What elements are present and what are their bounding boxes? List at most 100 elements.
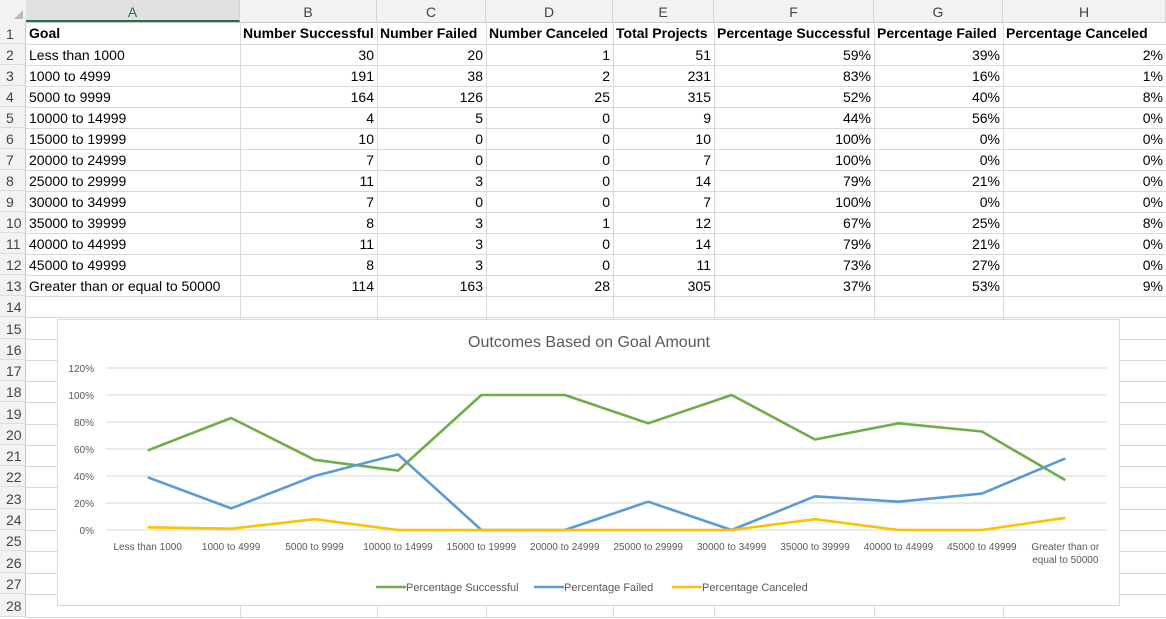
cell[interactable]: 27%: [971, 257, 1000, 273]
cell[interactable]: Number Successful: [243, 25, 374, 41]
row-header[interactable]: 17: [0, 360, 26, 381]
cell[interactable]: 114: [351, 278, 374, 294]
row-header[interactable]: 8: [0, 170, 26, 191]
cell[interactable]: 79%: [842, 173, 871, 189]
column-header-e[interactable]: E: [613, 0, 714, 22]
cell[interactable]: 0: [602, 110, 610, 126]
row-header[interactable]: 3: [0, 65, 26, 86]
row-header[interactable]: 9: [0, 191, 26, 212]
column-header-d[interactable]: D: [486, 0, 613, 22]
cell[interactable]: 0%: [1142, 236, 1163, 252]
cell[interactable]: 0: [475, 194, 483, 210]
cell[interactable]: 10: [358, 131, 374, 147]
cell[interactable]: 67%: [842, 215, 871, 231]
row-header[interactable]: 15: [0, 317, 26, 339]
cell[interactable]: 8: [366, 215, 374, 231]
cell[interactable]: 44%: [842, 110, 871, 126]
cell[interactable]: Less than 1000: [29, 47, 125, 63]
row-header[interactable]: 4: [0, 86, 26, 107]
cell[interactable]: 14: [695, 173, 711, 189]
cell[interactable]: 28: [594, 278, 610, 294]
cell[interactable]: 1000 to 4999: [29, 68, 111, 84]
cell[interactable]: 11: [359, 173, 374, 189]
cell[interactable]: Greater than or equal to 50000: [29, 278, 221, 294]
cell[interactable]: 59%: [842, 47, 871, 63]
cell[interactable]: 8%: [1142, 215, 1163, 231]
cell[interactable]: 315: [687, 89, 711, 105]
cell[interactable]: 16%: [971, 68, 1000, 84]
cell[interactable]: 30: [358, 47, 374, 63]
cell[interactable]: 25%: [971, 215, 1000, 231]
column-header-g[interactable]: G: [874, 0, 1003, 22]
cell[interactable]: 0: [475, 131, 483, 147]
cell[interactable]: 0%: [1142, 194, 1163, 210]
cell[interactable]: 79%: [842, 236, 871, 252]
cell[interactable]: 52%: [842, 89, 871, 105]
cell[interactable]: 305: [687, 278, 711, 294]
cell[interactable]: 20000 to 24999: [29, 152, 127, 168]
row-header[interactable]: 20: [0, 424, 26, 445]
cell[interactable]: Percentage Failed: [877, 25, 997, 41]
cell[interactable]: 11: [696, 257, 711, 273]
cell[interactable]: 0%: [979, 194, 1000, 210]
legend-label[interactable]: Percentage Failed: [564, 582, 653, 594]
cell[interactable]: 100%: [835, 152, 871, 168]
row-header[interactable]: 7: [0, 149, 26, 170]
cell[interactable]: 37%: [842, 278, 871, 294]
row-header[interactable]: 21: [0, 445, 26, 466]
cell[interactable]: 45000 to 49999: [29, 257, 127, 273]
cell[interactable]: 51: [695, 47, 711, 63]
cell[interactable]: 3: [475, 236, 483, 252]
series-line-canceled[interactable]: [147, 516, 1066, 532]
cell[interactable]: 0: [475, 152, 483, 168]
cell[interactable]: 12: [695, 215, 711, 231]
cell[interactable]: 0%: [1142, 173, 1163, 189]
cell[interactable]: 0%: [979, 131, 1000, 147]
cell[interactable]: 8%: [1142, 89, 1163, 105]
cell[interactable]: 0%: [1142, 110, 1163, 126]
cell[interactable]: 3: [475, 215, 483, 231]
cell[interactable]: 100%: [835, 131, 871, 147]
cell[interactable]: Goal: [29, 25, 61, 41]
cell[interactable]: 0%: [979, 152, 1000, 168]
cell[interactable]: 231: [687, 68, 711, 84]
cell[interactable]: 21%: [971, 236, 1000, 252]
column-header-b[interactable]: B: [240, 0, 377, 22]
line-chart[interactable]: Outcomes Based on Goal Amount 0% 20% 40% 60%…: [57, 319, 1120, 606]
cell[interactable]: 0: [602, 131, 610, 147]
column-header-h[interactable]: H: [1003, 0, 1166, 22]
cell[interactable]: 0: [602, 236, 610, 252]
cell[interactable]: 164: [350, 89, 374, 105]
row-header[interactable]: 23: [0, 487, 26, 509]
cell[interactable]: 38: [467, 68, 483, 84]
cell[interactable]: Number Failed: [380, 25, 478, 41]
cell[interactable]: 10: [695, 131, 711, 147]
cell[interactable]: 30000 to 34999: [29, 194, 127, 210]
cell[interactable]: 40000 to 44999: [29, 236, 127, 252]
cell[interactable]: 7: [366, 194, 374, 210]
row-header[interactable]: 24: [0, 509, 26, 530]
cell[interactable]: 15000 to 19999: [29, 131, 127, 147]
row-header[interactable]: 1: [0, 22, 26, 44]
cell[interactable]: 4: [366, 110, 374, 126]
cell[interactable]: 126: [459, 89, 483, 105]
row-header[interactable]: 26: [0, 551, 26, 573]
cell[interactable]: 25000 to 29999: [29, 173, 127, 189]
row-header[interactable]: 28: [0, 594, 26, 617]
legend-label[interactable]: Percentage Canceled: [702, 582, 808, 594]
legend-label[interactable]: Percentage Successful: [406, 582, 519, 594]
cell[interactable]: 73%: [842, 257, 871, 273]
row-header[interactable]: 19: [0, 402, 26, 424]
cell[interactable]: 14: [695, 236, 711, 252]
cell[interactable]: 53%: [971, 278, 1000, 294]
cell[interactable]: 8: [366, 257, 374, 273]
cell[interactable]: 39%: [971, 47, 1000, 63]
cell[interactable]: 9: [703, 110, 711, 126]
cell[interactable]: 1: [602, 47, 610, 63]
row-header[interactable]: 22: [0, 466, 26, 487]
cell[interactable]: 2%: [1142, 47, 1163, 63]
cell[interactable]: 7: [703, 152, 711, 168]
cell[interactable]: Total Projects: [616, 25, 708, 41]
cell[interactable]: 100%: [835, 194, 871, 210]
cell[interactable]: 1: [602, 215, 610, 231]
